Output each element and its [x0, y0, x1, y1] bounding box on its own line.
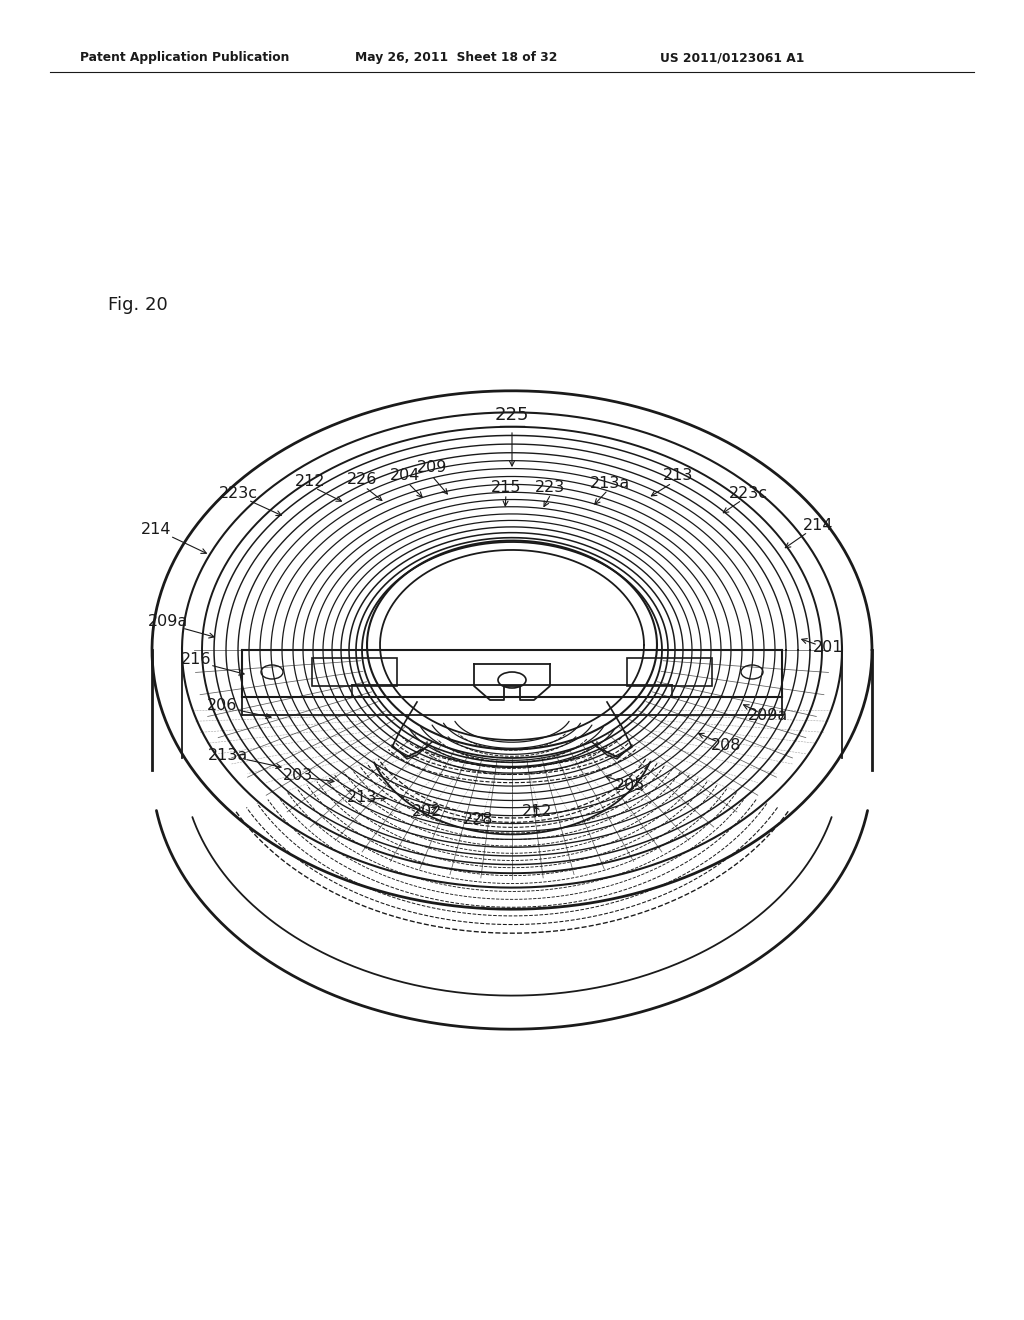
Text: 205: 205	[614, 777, 645, 792]
Text: 213a: 213a	[590, 475, 630, 491]
Text: 223: 223	[535, 479, 565, 495]
Text: 223c: 223c	[728, 487, 768, 502]
Text: Patent Application Publication: Patent Application Publication	[80, 51, 290, 65]
Text: 214: 214	[803, 517, 834, 532]
Text: 209: 209	[417, 461, 447, 475]
Text: 212: 212	[295, 474, 326, 488]
Text: 213: 213	[663, 469, 693, 483]
Text: US 2011/0123061 A1: US 2011/0123061 A1	[660, 51, 805, 65]
Text: 228: 228	[463, 813, 494, 828]
Text: Fig. 20: Fig. 20	[108, 296, 168, 314]
Text: 203: 203	[283, 767, 313, 783]
Text: 209a: 209a	[748, 709, 788, 723]
Text: 226: 226	[347, 471, 377, 487]
Text: 212: 212	[522, 804, 552, 820]
Text: 213: 213	[347, 791, 377, 805]
Text: 209a: 209a	[147, 615, 188, 630]
Text: 225: 225	[495, 407, 529, 424]
Text: 214: 214	[140, 523, 171, 537]
Text: 215: 215	[490, 479, 521, 495]
Text: 202: 202	[412, 804, 442, 820]
Text: 216: 216	[181, 652, 211, 668]
Text: 223c: 223c	[218, 487, 257, 502]
Text: 204: 204	[390, 469, 420, 483]
Text: 208: 208	[711, 738, 741, 754]
Text: 201: 201	[813, 640, 843, 656]
Text: 206: 206	[207, 698, 238, 714]
Text: May 26, 2011  Sheet 18 of 32: May 26, 2011 Sheet 18 of 32	[355, 51, 557, 65]
Text: 213a: 213a	[208, 748, 248, 763]
